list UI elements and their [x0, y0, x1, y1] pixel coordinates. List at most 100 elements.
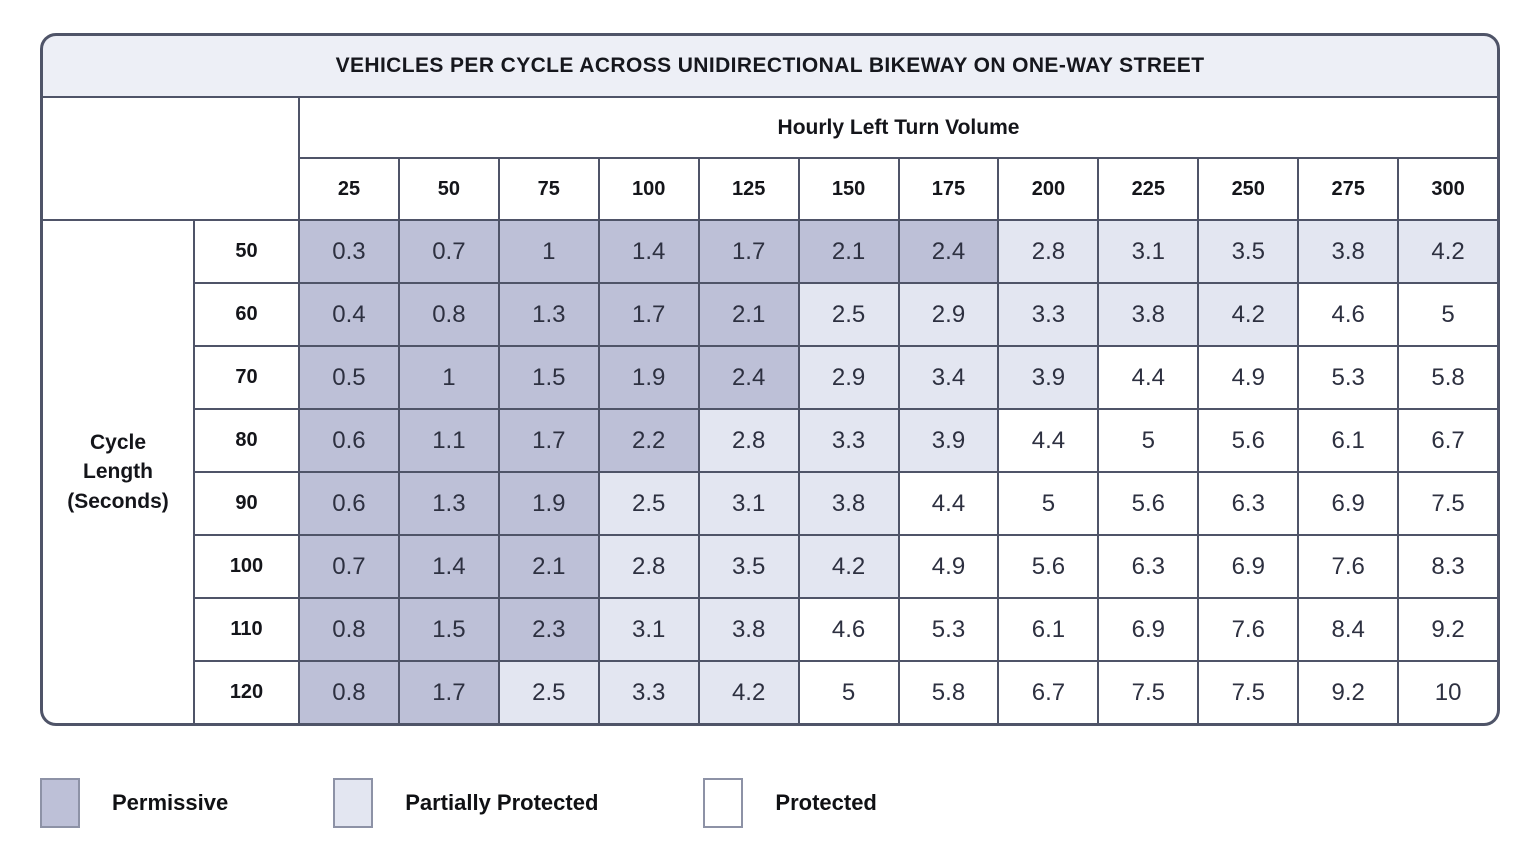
data-cell: 6.3: [1199, 473, 1298, 534]
data-cell: 3.4: [899, 347, 998, 408]
data-cell: 2.5: [499, 662, 598, 723]
data-cell: 5.8: [1399, 347, 1497, 408]
row-label-90: 90: [195, 473, 298, 534]
data-cell: 5: [999, 473, 1098, 534]
column-header-75: 75: [499, 159, 598, 219]
column-header-100: 100: [599, 159, 698, 219]
column-header-200: 200: [999, 159, 1098, 219]
data-cell: 5.3: [899, 599, 998, 660]
table-row: 110 0.8 1.5 2.3 3.1 3.8 4.6 5.3 6.1 6.9 7.6 8.4 9.2: [195, 599, 1497, 660]
data-cell: 6.7: [1399, 410, 1497, 471]
legend: Permissive Partially Protected Protected: [40, 778, 877, 828]
data-cell: 2.9: [799, 347, 898, 408]
data-cell: 2.1: [499, 536, 598, 597]
table-title: VEHICLES PER CYCLE ACROSS UNIDIRECTIONAL…: [335, 54, 1205, 77]
data-cell: 1.3: [499, 284, 598, 345]
data-cell: 2.4: [699, 347, 798, 408]
data-cell: 4.2: [1199, 284, 1298, 345]
data-cell: 6.7: [999, 662, 1098, 723]
table-row: 80 0.6 1.1 1.7 2.2 2.8 3.3 3.9 4.4 5 5.6 6.1 6.7: [195, 410, 1497, 471]
data-cell: 3.3: [999, 284, 1098, 345]
data-cell: 3.5: [1199, 221, 1298, 282]
row-label-70: 70: [195, 347, 298, 408]
data-cell: 2.9: [899, 284, 998, 345]
table-body: Cycle Length (Seconds) 50 0.3 0.7 1 1.4 1.7 2.…: [43, 221, 1497, 723]
data-cell: 1: [399, 347, 498, 408]
column-header-150: 150: [799, 159, 898, 219]
data-cell: 4.2: [1399, 221, 1497, 282]
protected-swatch: [703, 778, 744, 828]
data-cell: 2.8: [699, 410, 798, 471]
data-cell: 1: [499, 221, 598, 282]
data-cell: 1.7: [499, 410, 598, 471]
data-cell: 1.5: [499, 347, 598, 408]
data-cell: 6.1: [1299, 410, 1398, 471]
data-cell: 2.8: [599, 536, 698, 597]
data-cell: 1.7: [599, 284, 698, 345]
data-cell: 0.6: [300, 473, 398, 534]
column-header-175: 175: [899, 159, 998, 219]
data-cell: 8.3: [1399, 536, 1497, 597]
data-cell: 5: [799, 662, 898, 723]
data-cell: 6.9: [1299, 473, 1398, 534]
data-cell: 3.1: [599, 599, 698, 660]
data-cell: 2.5: [599, 473, 698, 534]
data-cell: 1.7: [699, 221, 798, 282]
column-group-label: Hourly Left Turn Volume: [777, 115, 1020, 139]
data-cell: 4.4: [1099, 347, 1198, 408]
data-cell: 8.4: [1299, 599, 1398, 660]
data-cell: 0.8: [300, 599, 398, 660]
data-cell: 5.6: [1199, 410, 1298, 471]
row-label-60: 60: [195, 284, 298, 345]
data-cell: 3.8: [1299, 221, 1398, 282]
data-cell: 3.1: [1099, 221, 1198, 282]
row-group-header: Cycle Length (Seconds): [43, 221, 193, 723]
row-label-50: 50: [195, 221, 298, 282]
data-cell: 0.5: [300, 347, 398, 408]
data-cell: 0.6: [300, 410, 398, 471]
data-cell: 2.4: [899, 221, 998, 282]
legend-item-protected: Protected: [703, 778, 877, 828]
column-header-275: 275: [1299, 159, 1398, 219]
data-cell: 2.2: [599, 410, 698, 471]
vehicles-per-cycle-table: VEHICLES PER CYCLE ACROSS UNIDIRECTIONAL…: [40, 33, 1500, 726]
data-cell: 0.8: [300, 662, 398, 723]
data-cell: 6.9: [1099, 599, 1198, 660]
data-cell: 3.8: [1099, 284, 1198, 345]
data-cell: 3.3: [599, 662, 698, 723]
table-row: 70 0.5 1 1.5 1.9 2.4 2.9 3.4 3.9 4.4 4.9 5.3 5.8: [195, 347, 1497, 408]
data-cell: 3.1: [699, 473, 798, 534]
data-cell: 7.5: [1099, 662, 1198, 723]
data-cell: 1.4: [399, 536, 498, 597]
data-cell: 5.3: [1299, 347, 1398, 408]
data-cell: 1.9: [599, 347, 698, 408]
data-cell: 3.5: [699, 536, 798, 597]
data-cell: 4.4: [899, 473, 998, 534]
data-cell: 0.3: [300, 221, 398, 282]
table-row: 120 0.8 1.7 2.5 3.3 4.2 5 5.8 6.7 7.5 7.5 9.2 10: [195, 662, 1497, 723]
data-cell: 3.9: [899, 410, 998, 471]
data-cell: 5: [1399, 284, 1497, 345]
data-cell: 9.2: [1399, 599, 1497, 660]
data-cell: 1.4: [599, 221, 698, 282]
table-row: 50 0.3 0.7 1 1.4 1.7 2.1 2.4 2.8 3.1 3.5 3.8 4.2: [195, 221, 1497, 282]
table-row: 100 0.7 1.4 2.1 2.8 3.5 4.2 4.9 5.6 6.3 6.9 7.6 8.3: [195, 536, 1497, 597]
data-cell: 0.4: [300, 284, 398, 345]
column-header-225: 225: [1099, 159, 1198, 219]
data-cell: 0.7: [300, 536, 398, 597]
row-label-110: 110: [195, 599, 298, 660]
data-cell: 9.2: [1299, 662, 1398, 723]
legend-label-permissive: Permissive: [112, 790, 229, 815]
data-cell: 7.5: [1199, 662, 1298, 723]
data-cell: 2.1: [699, 284, 798, 345]
data-cell: 4.9: [899, 536, 998, 597]
row-label-120: 120: [195, 662, 298, 723]
column-header-300: 300: [1399, 159, 1497, 219]
data-cell: 2.3: [499, 599, 598, 660]
data-cell: 5.6: [999, 536, 1098, 597]
data-rows: 50 0.3 0.7 1 1.4 1.7 2.1 2.4 2.8 3.1 3.5 3.8 4.2 60 0.…: [195, 221, 1497, 723]
data-cell: 4.2: [799, 536, 898, 597]
data-cell: 4.2: [699, 662, 798, 723]
data-cell: 0.7: [399, 221, 498, 282]
